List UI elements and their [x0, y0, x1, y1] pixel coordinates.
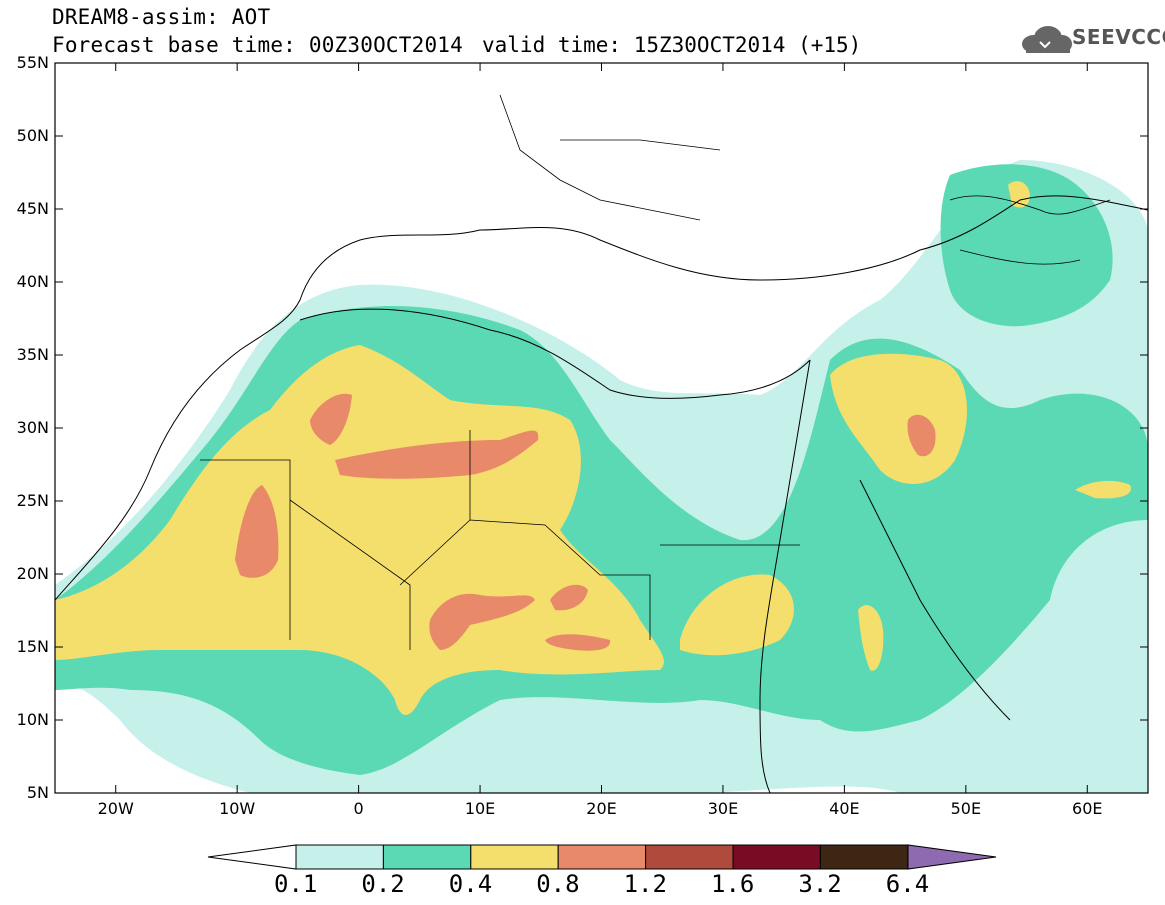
lat-label: 25N [17, 491, 49, 510]
cloud-icon [1022, 26, 1072, 53]
colorbar-over-arrow [907, 844, 997, 870]
lat-label: 50N [17, 126, 49, 145]
lat-label: 40N [17, 272, 49, 291]
lat-label: 55N [17, 53, 49, 72]
lon-axis: 20W 10W 0 10E 20E 30E 40E 50E 60E [98, 63, 1103, 818]
colorbar-cell [645, 844, 734, 870]
lat-label: 20N [17, 564, 49, 583]
lon-label: 0 [354, 799, 364, 818]
lon-label: 50E [951, 799, 981, 818]
colorbar [207, 844, 997, 870]
lon-label: 10E [465, 799, 495, 818]
colorbar-cell [557, 844, 647, 870]
lat-label: 35N [17, 345, 49, 364]
lon-label: 60E [1072, 799, 1102, 818]
colorbar-label: 0.1 [274, 870, 318, 898]
aot-field [55, 94, 1148, 793]
colorbar-cell [382, 844, 472, 870]
lat-label: 15N [17, 637, 49, 656]
colorbar-label: 6.4 [885, 870, 930, 898]
lat-label: 45N [17, 199, 49, 218]
colorbar-cell [470, 844, 559, 870]
colorbar-cell [732, 844, 821, 870]
colorbar-label: 0.2 [361, 870, 405, 898]
colorbar-label: 3.2 [798, 870, 842, 898]
lat-label: 10N [17, 710, 49, 729]
lat-label: 5N [27, 783, 49, 802]
model-title: DREAM8-assim: AOT [52, 5, 271, 29]
lat-axis: 55N 50N 45N 40N 35N 30N 25N 20N 15N 10N 5N [17, 53, 1148, 802]
colorbar-under-arrow [207, 844, 297, 870]
colorbar-label: 0.4 [448, 870, 493, 898]
forecast-base-time: Forecast base time: 00Z30OCT2014 [52, 33, 463, 57]
lon-label: 10W [219, 799, 255, 818]
colorbar-label: 0.8 [536, 870, 580, 898]
colorbar-label: 1.6 [711, 870, 755, 898]
seevccc-logo: SEEVCCC [1072, 25, 1165, 49]
colorbar-label: 1.2 [623, 870, 667, 898]
lon-label: 30E [708, 799, 738, 818]
lon-label: 20E [586, 799, 616, 818]
colorbar-cell [819, 844, 909, 870]
lon-label: 20W [98, 799, 134, 818]
lon-label: 40E [829, 799, 859, 818]
valid-time: valid time: 15Z30OCT2014 (+15) [482, 33, 862, 57]
lat-label: 30N [17, 418, 49, 437]
colorbar-cell [295, 844, 384, 870]
